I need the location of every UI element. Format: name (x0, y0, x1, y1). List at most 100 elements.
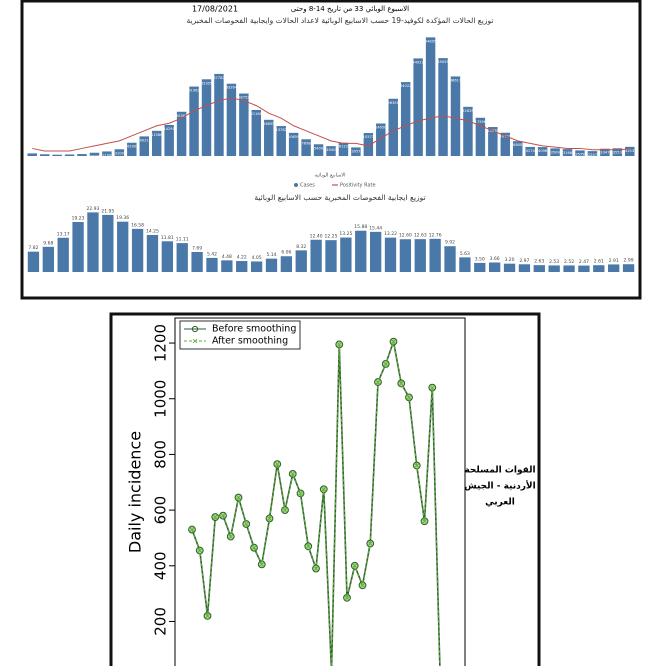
bar (562, 149, 573, 156)
bar (161, 241, 173, 272)
point (367, 541, 373, 546)
bar (438, 58, 448, 156)
bar (214, 73, 224, 156)
bar (563, 265, 575, 272)
data-label: 2.52 (564, 259, 574, 265)
bar (102, 214, 114, 272)
point (383, 361, 389, 367)
data-label: 10709 (500, 135, 512, 139)
bar (87, 212, 99, 272)
data-label: 5.14 (266, 252, 276, 258)
bar (72, 222, 84, 272)
bar (301, 139, 311, 156)
bar (475, 117, 486, 156)
data-label: 6800 (513, 143, 523, 147)
plot-area (188, 337, 441, 666)
bar (27, 153, 37, 156)
data-label: 3.50 (475, 256, 485, 262)
data-label: 21186 (251, 112, 263, 116)
bar (57, 237, 69, 272)
data-label: 5400 (314, 146, 324, 150)
bar (600, 148, 610, 156)
bar (450, 76, 461, 156)
data-label: 4096 (538, 149, 548, 153)
bar (264, 119, 274, 156)
data-label: 4540 (326, 148, 336, 152)
data-label: 13.25 (339, 231, 352, 237)
bar (550, 148, 560, 156)
point (360, 582, 365, 588)
data-label: 11.11 (176, 237, 189, 243)
data-label: 4.05 (252, 255, 262, 261)
bar (139, 136, 149, 156)
bar (164, 124, 174, 156)
data-label: 13.17 (57, 231, 70, 237)
bar (338, 142, 349, 156)
bar (414, 239, 426, 272)
bar (280, 256, 293, 272)
data-label: 12.60 (399, 233, 412, 239)
data-label: 2.61 (594, 259, 604, 265)
data-label: 31962 (188, 89, 199, 93)
bar (146, 234, 159, 272)
bar (27, 251, 40, 272)
chart-title: توزيع ايجابية الفحوصات المخبرية حسب الاس… (254, 193, 425, 202)
point (344, 595, 350, 601)
data-label: 3957 (351, 149, 360, 153)
legend-label: Cases (300, 183, 315, 189)
bar (533, 265, 545, 272)
data-label: 10659 (288, 135, 300, 139)
point (236, 495, 241, 500)
data-label: 34022 (400, 84, 411, 88)
data-label: 1500 (90, 155, 100, 159)
y-tick-label: 1000 (152, 380, 170, 418)
point (290, 471, 296, 477)
data-label: 8.32 (296, 244, 306, 250)
data-label: 20367 (176, 114, 187, 118)
point (228, 534, 234, 539)
data-label: 4.22 (237, 255, 247, 261)
data-label: 16.58 (131, 222, 144, 228)
bar (251, 109, 262, 156)
data-label: 17596 (475, 120, 487, 124)
point (189, 527, 195, 532)
bar (425, 37, 436, 156)
data-label: 3100 (115, 151, 125, 155)
chart-title: توزيع الحالات المؤكدة لكوفيد-19 حسب الاس… (187, 16, 494, 25)
bar (518, 264, 531, 272)
point (313, 566, 319, 571)
bar (612, 148, 623, 156)
bar (151, 130, 162, 156)
point (205, 613, 210, 619)
bar (42, 246, 54, 272)
bar (355, 230, 367, 272)
bar (176, 111, 187, 156)
bar (250, 261, 263, 272)
point (212, 514, 218, 520)
bar (89, 152, 100, 156)
data-label: 15.88 (354, 224, 367, 230)
point (259, 562, 265, 567)
data-label: 4.48 (222, 254, 232, 260)
bar (340, 237, 352, 272)
data-label: 3.20 (505, 257, 515, 263)
bar (295, 250, 307, 272)
bar (459, 257, 471, 272)
bar (102, 151, 112, 156)
data-label: 2.63 (534, 259, 544, 265)
y-tick-label: 200 (152, 607, 170, 636)
bar (388, 98, 398, 156)
data-label: 9.68 (43, 240, 53, 246)
positivity-line (32, 97, 630, 152)
data-label: 4213 (625, 149, 634, 153)
data-label: 44922 (412, 60, 423, 64)
point (274, 461, 280, 467)
legend-swatch (294, 183, 298, 187)
data-label: 19.36 (116, 215, 129, 221)
bar (127, 142, 137, 156)
data-label: 2.53 (549, 259, 559, 265)
data-label: 3347 (600, 151, 609, 155)
data-label: 14291 (163, 127, 174, 131)
header-date: 17/08/2021 (192, 5, 238, 14)
